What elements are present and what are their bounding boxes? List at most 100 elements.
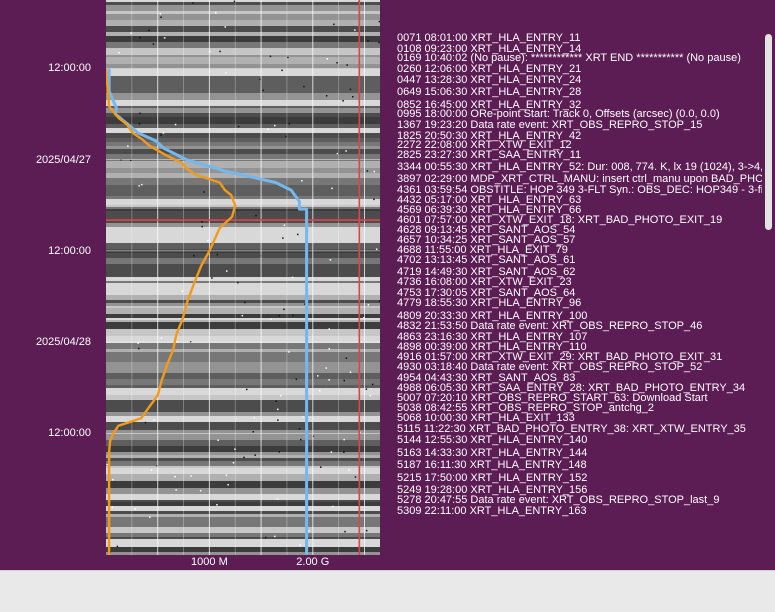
log-entry[interactable]: 4601 07:57:00 XRT_XTW_EXIT_18: XRT_BAD_P… [397,214,723,227]
noise-dot [175,340,178,343]
stripe-band [106,369,380,373]
log-entry[interactable]: 5215 17:50:00 XRT_HLA_ENTRY_152 [397,471,588,484]
log-entry[interactable]: 5115 11:22:30 XRT_BAD_PHOTO_ENTRY_38: XR… [397,422,746,435]
log-entry[interactable]: 4688 11:55:00 XRT_HLA_EXIT_79 [397,244,568,257]
noise-dot [193,254,195,257]
noise-dot [328,348,330,350]
log-entry[interactable]: 0852 16:45:00 XRT_HLA_ENTRY_32 [397,98,582,111]
log-entry[interactable]: 5187 16:11:30 XRT_HLA_ENTRY_148 [397,459,587,472]
noise-dot [343,379,345,382]
stripe-band [106,416,380,422]
log-entry[interactable]: 4988 06:05:30 XRT_SAA_ENTRY_28: XRT_BAD_… [397,382,746,395]
stripe-band [106,336,380,343]
noise-dot [207,239,209,242]
noise-dot [336,62,338,64]
log-entry[interactable]: 0995 18:00:00 ORe-point Start: Track 0, … [397,108,720,121]
noise-dot [282,237,284,239]
stripe-band [106,55,380,57]
log-entry[interactable]: 0447 13:28:30 XRT_HLA_ENTRY_24 [397,73,582,86]
log-entry[interactable]: 5038 08:42:55 XRT_OBS_REPRO_STOP_antchg_… [397,402,655,415]
stripe-band [106,300,380,303]
stripe-band [106,320,380,322]
log-entry[interactable]: 4954 04:43:30 XRT_SANT_AOS_83 [397,371,576,384]
noise-dot [369,394,372,397]
plot-canvas [106,0,380,555]
data-volume-plot[interactable] [106,0,380,555]
noise-dot [329,259,332,261]
log-entry[interactable]: 4916 01:57:00 XRT_XTW_EXIT_29: XRT_BAD_P… [397,350,723,363]
stripe-band [106,93,380,100]
log-entry[interactable]: 0260 12:06:00 XRT_HLA_ENTRY_21 [397,63,582,76]
noise-dot [270,318,272,320]
x-tick-label: 1000 M [191,556,228,568]
log-entry[interactable]: 0108 09:23:00 XRT_HLA_ENTRY_14 [397,42,582,55]
log-entry[interactable]: 0071 08:01:00 XRT_HLA_ENTRY_11 [397,32,581,45]
log-entry[interactable]: 1367 19:23:20 Data rate event: XRT_OBS_R… [397,118,703,131]
log-entry[interactable]: 2272 22:08:00 XRT_XTW_EXIT_12 [397,139,572,152]
log-entry[interactable]: 3344 00:55:30 XRT_HLA_ENTRY_52: Dur: 008… [397,160,762,173]
stripe-band [106,223,380,227]
log-scrollbar-thumb[interactable] [765,34,772,230]
log-entry[interactable]: 5068 10:00:30 XRT_HLA_EXIT_133 [397,412,575,425]
log-entry[interactable]: 4702 13:13:45 XRT_SANT_AOS_61 [397,254,576,267]
stripe-band [106,133,380,138]
log-entry[interactable]: 4719 14:49:30 XRT_SANT_AOS_62 [397,266,576,279]
stripe-band [106,379,380,385]
noise-dot [277,419,279,421]
log-entry[interactable]: 4657 10:34:25 XRT_SANT_AOS_57 [397,233,576,246]
log-entry[interactable]: 5144 12:55:30 XRT_HLA_ENTRY_140 [397,434,588,447]
noise-dot [130,32,132,34]
log-entry[interactable]: 4361 03:59:54 OBSTITLE: HOP 349 3-FLT Sy… [397,183,762,196]
stripe-band [106,108,380,113]
log-entry[interactable]: 4930 03:18:40 Data rate event: XRT_OBS_R… [397,361,703,374]
stripe-band [106,452,380,455]
stripe-band [106,517,380,520]
x-axis: 1000 M 2.00 G [106,555,380,570]
stripe-band [106,249,380,251]
event-log-panel[interactable]: 0071 08:01:00 XRT_HLA_ENTRY_11 0108 09:23… [387,0,762,570]
log-entry[interactable]: 4432 05:17:00 XRT_HLA_ENTRY_63 [397,193,582,206]
stripe-band [106,552,380,555]
stripe-band [106,422,380,426]
log-entry[interactable]: 5249 19:28:00 XRT_HLA_ENTRY_156 [397,484,588,497]
stripe-band [106,306,380,308]
noise-dot [325,367,327,369]
log-entry[interactable]: 5278 20:47:55 Data rate event: XRT_OBS_R… [397,494,720,507]
log-entry[interactable]: 4809 20:33:30 XRT_HLA_ENTRY_100 [397,309,588,322]
log-entry[interactable]: 5007 07:20:10 XRT_OBS_REPRO_START_63: Do… [397,391,708,404]
x-tick-label: 2.00 G [296,556,330,568]
stripe-band [106,14,380,20]
noise-dot [160,134,162,136]
noise-dot [216,504,218,506]
noise-dot [224,26,226,28]
noise-dot [138,185,140,187]
log-entry[interactable]: 3897 02:29:00 MDP_XRT_CTRL_MANU: insert … [397,172,762,185]
log-entry[interactable]: 4736 16:08:00 XRT_XTW_EXIT_23 [397,276,572,289]
log-entry[interactable]: 4779 18:55:30 XRT_HLA_ENTRY_96 [397,297,582,310]
noise-dot [300,438,302,441]
log-entry[interactable]: 4898 00:39:00 XRT_HLA_ENTRY_110 [397,341,587,354]
stripe-band [106,128,380,133]
log-entry[interactable]: 5163 14:33:30 XRT_HLA_ENTRY_144 [397,446,588,459]
log-entry[interactable]: 2825 23:27:30 XRT_SAA_ENTRY_11 [397,149,582,162]
noise-dot [237,125,240,128]
stripe-band [106,113,380,117]
noise-dot [343,438,345,441]
log-entry[interactable]: 4628 09:13:45 XRT_SANT_AOS_54 [397,223,576,236]
log-entry[interactable]: 4753 17:30:05 XRT_SANT_AOS_64 [397,286,576,299]
log-entry[interactable]: 0169 10:40:02 (No pause): ************ X… [397,52,741,65]
log-entry[interactable]: 5309 22:11:00 XRT_HLA_ENTRY_163 [397,504,587,517]
log-entry[interactable]: 1825 20:50:30 XRT_HLA_ENTRY_42 [397,129,582,142]
stripe-band [106,211,380,218]
stripe-band [106,199,380,205]
log-entry[interactable]: 4569 06:39:30 XRT_HLA_ENTRY_66 [397,204,582,217]
log-entry[interactable]: 4832 21:53:50 Data rate event: XRT_OBS_R… [397,320,703,333]
log-entry[interactable]: 0649 15:06:30 XRT_HLA_ENTRY_28 [397,85,582,98]
noise-dot [139,112,141,115]
stripe-band [106,362,380,369]
noise-dot [288,351,290,353]
log-entry[interactable]: 4863 23:16:30 XRT_HLA_ENTRY_107 [397,330,588,343]
stripe-band [106,87,380,89]
noise-dot [174,123,177,126]
noise-dot [232,462,235,464]
